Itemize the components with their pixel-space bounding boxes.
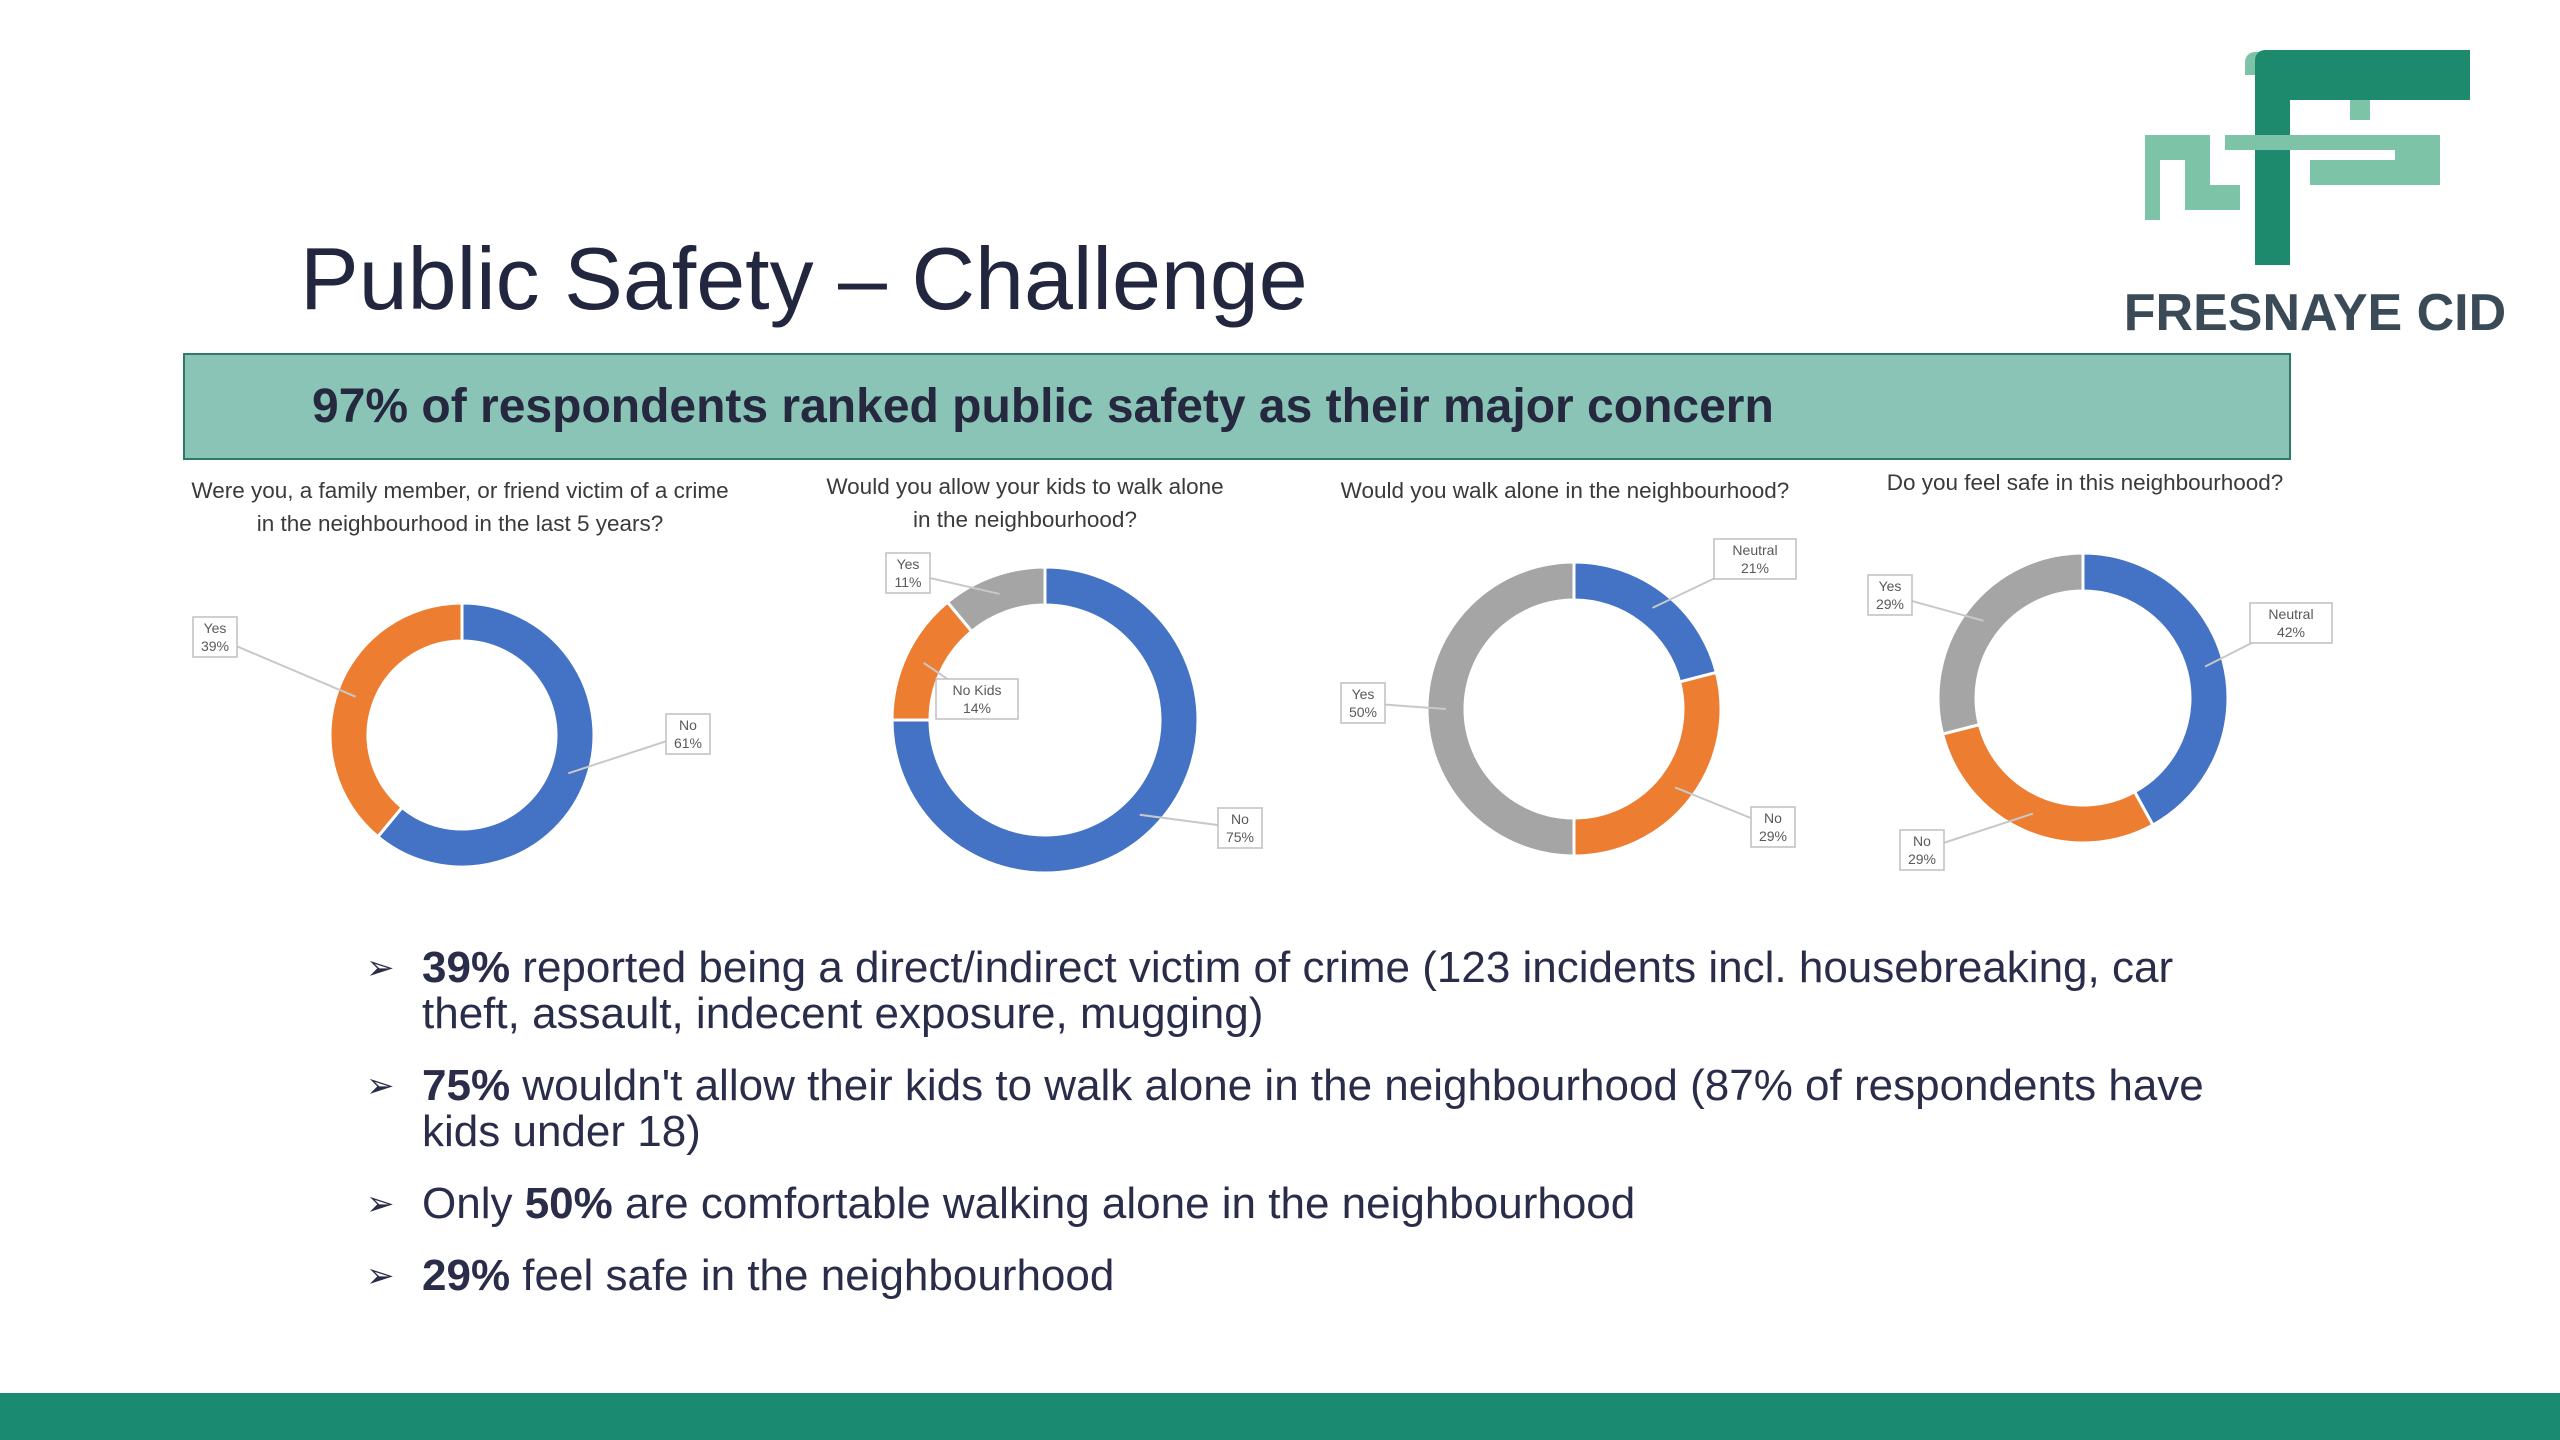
- chart-1-label-yes: Yes: [204, 620, 227, 636]
- chart-2-question: Would you allow your kids to walk alone …: [760, 470, 1290, 536]
- chart-1-question-line-1: Were you, a family member, or friend vic…: [191, 478, 729, 503]
- chart-3-value-no: 29%: [1759, 828, 1787, 844]
- chart-4-slice-no: [1940, 722, 2155, 845]
- chart-1-label-box-yes: [192, 616, 238, 658]
- chart-2-question-line-1: Would you allow your kids to walk alone: [826, 474, 1224, 499]
- chart-4-question: Do you feel safe in this neighbourhood?: [1820, 466, 2350, 499]
- chart-2-label-box-no: [1217, 807, 1263, 849]
- chart-2-label-box-yes: [885, 552, 931, 594]
- chart-4-label-box-neutral: [2249, 602, 2333, 644]
- chart-1-label-no: No: [679, 717, 697, 733]
- chart-2-value-yes: 11%: [895, 574, 922, 590]
- chart-4-slice-neutral: [2081, 551, 2230, 828]
- chart-2-label-no: No: [1231, 811, 1249, 827]
- chart-1-value-no: 61%: [674, 735, 702, 751]
- banner-text: 97% of respondents ranked public safety …: [312, 380, 1774, 433]
- donut-chart-3: Neutral 21% No 29% Yes 50%: [1340, 538, 1797, 858]
- logo-text: FRESNAYE CID: [2124, 284, 2506, 342]
- chart-4-label-no: No: [1913, 833, 1931, 849]
- chart-3-question-line-1: Would you walk alone in the neighbourhoo…: [1340, 478, 1790, 503]
- footer-bar: [0, 1393, 2560, 1440]
- chart-2-label-no-kids: No Kids: [952, 682, 1001, 698]
- chart-3-label-neutral: Neutral: [1732, 542, 1777, 558]
- slide-title: Public Safety – Challenge: [300, 229, 1308, 328]
- chart-2-label-box-no-kids: [935, 678, 1019, 720]
- finding-percentage: 50%: [524, 1179, 613, 1228]
- finding-item-2: ➢ 75% wouldn't allow their kids to walk a…: [360, 1063, 2310, 1155]
- chart-2-value-no: 75%: [1226, 829, 1254, 845]
- donut-chart-1: No 61% Yes 39%: [192, 601, 711, 869]
- finding-text: are comfortable walking alone in the nei…: [612, 1179, 1636, 1228]
- finding-text: feel safe in the neighbourhood: [510, 1251, 1115, 1300]
- finding-text: wouldn't allow their kids to walk alone …: [510, 1061, 2204, 1110]
- chart-1-slice-no: [375, 601, 596, 869]
- chart-3-slice-no: [1572, 670, 1723, 858]
- finding-prefix: Only: [422, 1179, 525, 1228]
- findings-list: ➢ 39% reported being a direct/indirect vi…: [360, 945, 2310, 1325]
- chart-1-question-line-2: in the neighbourhood in the last 5 years…: [256, 511, 664, 536]
- arrow-bullet-icon: ➢: [366, 1257, 395, 1295]
- finding-item-3: ➢ Only 50% are comfortable walking alone …: [360, 1181, 2310, 1227]
- chart-4-label-neutral: Neutral: [2268, 606, 2313, 622]
- finding-text: theft, assault, indecent exposure, muggi…: [422, 989, 1264, 1038]
- chart-1-leader-yes: [214, 636, 357, 698]
- chart-3-value-neutral: 21%: [1741, 560, 1769, 576]
- chart-2-question-line-2: in the neighbourhood?: [913, 507, 1137, 532]
- logo-mark-icon: FRESNAYE CID: [2124, 50, 2506, 342]
- chart-3-label-yes: Yes: [1352, 686, 1375, 702]
- arrow-bullet-icon: ➢: [366, 949, 395, 987]
- chart-3-label-box-no: [1750, 806, 1796, 848]
- finding-text: reported being a direct/indirect victim …: [510, 943, 2174, 992]
- key-finding-banner: 97% of respondents ranked public safety …: [183, 353, 2291, 460]
- chart-3-question: Would you walk alone in the neighbourhoo…: [1300, 474, 1830, 507]
- chart-2-slice-no: [890, 565, 1200, 875]
- chart-4-label-box-yes: [1867, 574, 1913, 616]
- chart-4-value-yes: 29%: [1876, 596, 1904, 612]
- finding-percentage: 29%: [422, 1251, 511, 1300]
- finding-item-4: ➢ 29% feel safe in the neighbourhood: [360, 1253, 2310, 1299]
- chart-4-label-yes: Yes: [1879, 578, 1902, 594]
- chart-3-slice-yes: [1425, 560, 1576, 858]
- chart-3-label-no: No: [1764, 810, 1782, 826]
- chart-3-label-box-yes: [1340, 682, 1386, 724]
- finding-percentage: 39%: [422, 943, 511, 992]
- chart-1-question: Were you, a family member, or friend vic…: [160, 474, 760, 540]
- chart-2-slice-yes: [945, 565, 1047, 634]
- chart-3-label-box-neutral: [1713, 538, 1797, 580]
- chart-3-value-yes: 50%: [1349, 704, 1377, 720]
- chart-3-slice-neutral: [1572, 560, 1719, 684]
- chart-4-value-no: 29%: [1908, 851, 1936, 867]
- chart-4-value-neutral: 42%: [2277, 624, 2305, 640]
- chart-4-slice-yes: [1936, 551, 2085, 736]
- finding-item-1: ➢ 39% reported being a direct/indirect vi…: [360, 945, 2310, 1037]
- finding-text: kids under 18): [422, 1107, 701, 1156]
- donut-chart-2: No 75% No Kids 14% Yes 11%: [885, 552, 1263, 875]
- donut-chart-4: Neutral 42% No 29% Yes 29%: [1867, 551, 2333, 871]
- chart-2-label-yes: Yes: [897, 556, 920, 572]
- chart-4-label-box-no: [1899, 829, 1945, 871]
- chart-1-slice-yes: [328, 601, 464, 839]
- arrow-bullet-icon: ➢: [366, 1067, 395, 1105]
- arrow-bullet-icon: ➢: [366, 1185, 395, 1223]
- fresnaye-cid-logo: FRESNAYE CID: [2105, 40, 2525, 360]
- chart-4-question-line-1: Do you feel safe in this neighbourhood?: [1886, 470, 2284, 495]
- finding-percentage: 75%: [422, 1061, 511, 1110]
- chart-1-value-yes: 39%: [201, 638, 229, 654]
- chart-2-value-no-kids: 14%: [963, 700, 991, 716]
- chart-1-label-box-no: [665, 713, 711, 755]
